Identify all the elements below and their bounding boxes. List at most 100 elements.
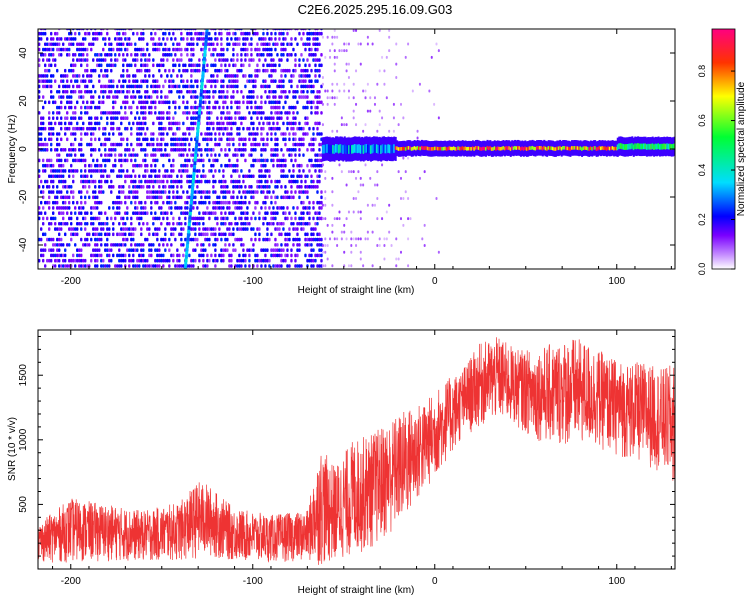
heatmap-cell [162, 243, 165, 247]
heatmap-cell [220, 121, 223, 126]
heatmap-cell [292, 169, 295, 173]
heatmap-cell [174, 63, 177, 68]
heatmap-cell [60, 237, 63, 242]
heatmap-cell [260, 258, 263, 263]
heatmap-cell [366, 82, 369, 86]
heatmap-cell [176, 264, 179, 268]
heatmap-cell [64, 185, 67, 189]
heatmap-cell [168, 31, 171, 36]
heatmap-cell [180, 74, 183, 78]
heatmap-cell [62, 195, 65, 200]
heatmap-cell [116, 200, 119, 205]
heatmap-cell [86, 58, 89, 62]
heatmap-cell [142, 221, 145, 226]
heatmap-cell [238, 137, 241, 142]
heatmap-cell [264, 206, 267, 210]
heatmap-cell [312, 31, 315, 36]
heatmap-cell [48, 116, 51, 120]
heatmap-cell [132, 253, 135, 258]
heatmap-cell [248, 200, 251, 205]
heatmap-cell [264, 84, 267, 89]
heatmap-cell [152, 84, 155, 89]
heatmap-cell [50, 89, 53, 94]
heatmap-cell [196, 179, 199, 184]
heatmap-cell [108, 174, 111, 179]
heatmap-cell [214, 68, 217, 73]
band-cell [429, 147, 432, 151]
heatmap-cell [100, 116, 103, 120]
heatmap-cell [278, 29, 281, 31]
heatmap-cell [274, 100, 277, 105]
heatmap-cell [136, 31, 139, 36]
heatmap-cell [170, 200, 173, 205]
heatmap-cell [66, 89, 69, 94]
streak-cell [200, 81, 204, 86]
heatmap-cell [42, 105, 45, 110]
heatmap-cell [222, 248, 225, 252]
heatmap-cell [278, 158, 281, 163]
heatmap-cell [162, 111, 165, 115]
heatmap-cell [168, 29, 171, 31]
streak-cell [190, 197, 194, 201]
band-cell [369, 145, 372, 154]
heatmap-cell [304, 221, 307, 226]
heatmap-cell [192, 95, 195, 99]
heatmap-cell [62, 42, 65, 47]
heatmap-cell [306, 58, 309, 62]
heatmap-cell [331, 129, 334, 133]
heatmap-cell [60, 105, 63, 110]
heatmap-cell [272, 253, 275, 258]
heatmap-cell [340, 49, 343, 53]
heatmap-cell [252, 79, 255, 83]
heatmap-cell [100, 174, 103, 179]
heatmap-cell [246, 206, 249, 210]
heatmap-cell [282, 169, 285, 173]
heatmap-cell [142, 185, 145, 189]
heatmap-cell [140, 206, 143, 210]
heatmap-cell [90, 95, 93, 99]
heatmap-cell [64, 132, 67, 136]
heatmap-cell [331, 35, 334, 39]
heatmap-cell [168, 47, 171, 52]
heatmap-cell [76, 42, 79, 47]
heatmap-cell [182, 79, 185, 83]
heatmap-cell [100, 68, 103, 73]
heatmap-cell [92, 37, 95, 41]
heatmap-cell [162, 258, 165, 263]
heatmap-cell [140, 47, 143, 52]
heatmap-cell [186, 31, 189, 36]
heatmap-cell [170, 232, 173, 237]
heatmap-cell [220, 89, 223, 94]
heatmap-cell [226, 105, 229, 110]
heatmap-cell [100, 53, 103, 57]
heatmap-cell [300, 216, 303, 221]
heatmap-cell [76, 74, 79, 78]
band-cell [329, 145, 332, 155]
band-cell [653, 144, 656, 150]
heatmap-cell [180, 163, 183, 168]
heatmap-cell [236, 132, 239, 136]
heatmap-cell [62, 243, 65, 247]
heatmap-cell [130, 153, 133, 157]
heatmap-cell [329, 49, 332, 53]
heatmap-cell [280, 116, 283, 120]
heatmap-cell [46, 74, 49, 78]
heatmap-cell [329, 237, 332, 241]
heatmap-cell [286, 174, 289, 179]
heatmap-cell [182, 111, 185, 115]
band-cell [367, 144, 370, 154]
heatmap-cell [152, 137, 155, 142]
heatmap-cell [190, 137, 193, 142]
heatmap-cell [164, 79, 167, 83]
heatmap-cell [362, 89, 365, 93]
heatmap-cell [292, 74, 295, 78]
heatmap-cell [138, 142, 141, 147]
streak-cell [202, 63, 206, 68]
heatmap-cell [162, 84, 165, 89]
heatmap-cell [118, 37, 121, 41]
heatmap-cell [170, 185, 173, 189]
heatmap-cell [74, 74, 77, 78]
heatmap-cell [256, 63, 259, 68]
heatmap-cell [58, 232, 61, 237]
heatmap-cell [46, 258, 49, 263]
